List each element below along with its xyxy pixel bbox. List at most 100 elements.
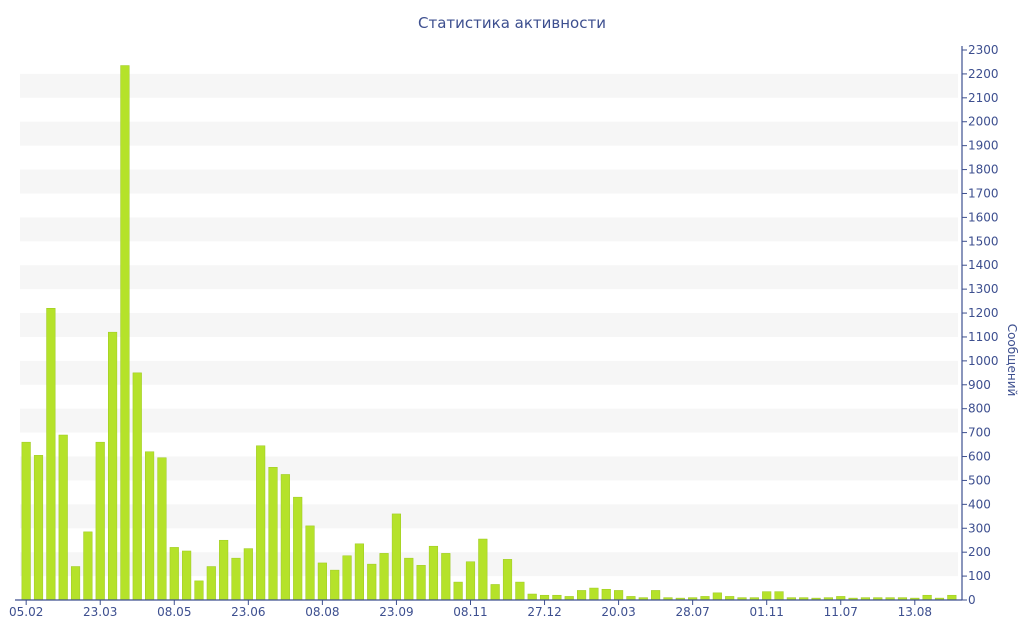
bar <box>305 525 315 601</box>
bar <box>367 563 377 601</box>
y-tick-label: 1200 <box>968 306 999 320</box>
y-tick-label: 1700 <box>968 186 999 200</box>
bar <box>465 561 476 601</box>
grid-band <box>20 265 958 290</box>
bar <box>441 553 451 601</box>
bar <box>95 441 105 601</box>
bar <box>157 457 167 601</box>
bar <box>527 593 537 601</box>
x-tick-label: 01.11 <box>750 605 784 619</box>
bar <box>219 539 229 601</box>
bar <box>206 566 216 601</box>
y-tick-label: 1600 <box>968 210 999 224</box>
y-tick-label: 2100 <box>968 91 999 105</box>
axes <box>15 46 963 601</box>
x-axis-ticks: 05.02 23.03 08.05 23.06 08.08 23.09 08.11 27.12… <box>9 600 932 619</box>
grid-band <box>20 121 958 146</box>
bar <box>379 553 389 601</box>
grid-band <box>20 360 958 385</box>
y-tick-label: 900 <box>968 378 991 392</box>
x-tick-label: 13.08 <box>898 605 932 619</box>
bar <box>404 557 414 601</box>
y-tick-label: 2000 <box>968 115 999 129</box>
bar <box>120 65 130 601</box>
bar <box>108 331 118 601</box>
grid-band <box>20 408 958 433</box>
x-tick-label: 20.03 <box>601 605 635 619</box>
bar <box>774 591 784 601</box>
y-tick-label: 200 <box>968 545 991 559</box>
bar <box>132 372 142 601</box>
x-tick-label: 23.09 <box>379 605 413 619</box>
bar <box>317 562 327 601</box>
y-axis-ticks: 0 100 200 300 400 500 600 700 800 900 1000 1100 1200… <box>962 43 999 607</box>
y-tick-label: 500 <box>968 473 991 487</box>
y-tick-label: 700 <box>968 426 991 440</box>
y-tick-label: 1900 <box>968 139 999 153</box>
bar <box>712 592 722 601</box>
bar <box>947 594 957 601</box>
bar <box>577 590 587 601</box>
y-tick-label: 0 <box>968 593 976 607</box>
bar <box>280 474 290 601</box>
y-tick-label: 2200 <box>968 67 999 81</box>
x-tick-label: 11.07 <box>824 605 858 619</box>
y-axis-title: Сообщений <box>1005 324 1019 397</box>
bar <box>293 496 303 601</box>
y-tick-label: 1000 <box>968 354 999 368</box>
chart-title: Статистика активности <box>418 14 606 32</box>
grid-band <box>20 169 958 194</box>
bar <box>21 441 31 601</box>
x-tick-label: 05.02 <box>9 605 43 619</box>
bar <box>268 467 278 601</box>
grid-band <box>20 73 958 98</box>
y-tick-label: 600 <box>968 450 991 464</box>
bar <box>33 455 44 601</box>
x-tick-label: 27.12 <box>527 605 561 619</box>
bar <box>194 580 204 601</box>
bar <box>416 565 426 601</box>
grid-band <box>20 217 958 242</box>
bar <box>515 581 525 601</box>
bar <box>354 543 364 601</box>
bar <box>342 555 352 601</box>
grid-bands <box>20 73 958 577</box>
bar <box>83 531 93 601</box>
bar <box>70 566 81 601</box>
x-tick-label: 23.06 <box>231 605 265 619</box>
bar <box>762 591 772 601</box>
grid-band <box>20 456 958 481</box>
bar <box>651 590 661 601</box>
bar <box>169 547 179 601</box>
x-tick-label: 28.07 <box>675 605 709 619</box>
y-tick-label: 1400 <box>968 258 999 272</box>
grid-band <box>20 504 958 529</box>
bar <box>490 584 500 601</box>
y-tick-label: 1100 <box>968 330 999 344</box>
y-tick-label: 100 <box>968 569 991 583</box>
bar <box>589 587 599 601</box>
y-tick-label: 400 <box>968 497 991 511</box>
bar <box>453 581 463 601</box>
y-tick-label: 1800 <box>968 163 999 177</box>
bar <box>478 538 488 601</box>
bar <box>182 550 192 601</box>
bar <box>243 548 253 601</box>
bar <box>231 557 241 601</box>
x-tick-label: 08.08 <box>305 605 339 619</box>
y-tick-label: 2300 <box>968 43 999 57</box>
bar <box>614 590 624 601</box>
bar <box>922 594 932 601</box>
bar <box>601 588 611 601</box>
bar <box>256 445 266 601</box>
bar <box>46 308 56 601</box>
bar-series <box>21 65 957 601</box>
bar <box>428 545 439 601</box>
x-tick-label: 08.11 <box>453 605 487 619</box>
bar <box>552 594 562 601</box>
y-tick-label: 800 <box>968 402 991 416</box>
bar <box>58 434 68 601</box>
bar <box>502 559 513 601</box>
